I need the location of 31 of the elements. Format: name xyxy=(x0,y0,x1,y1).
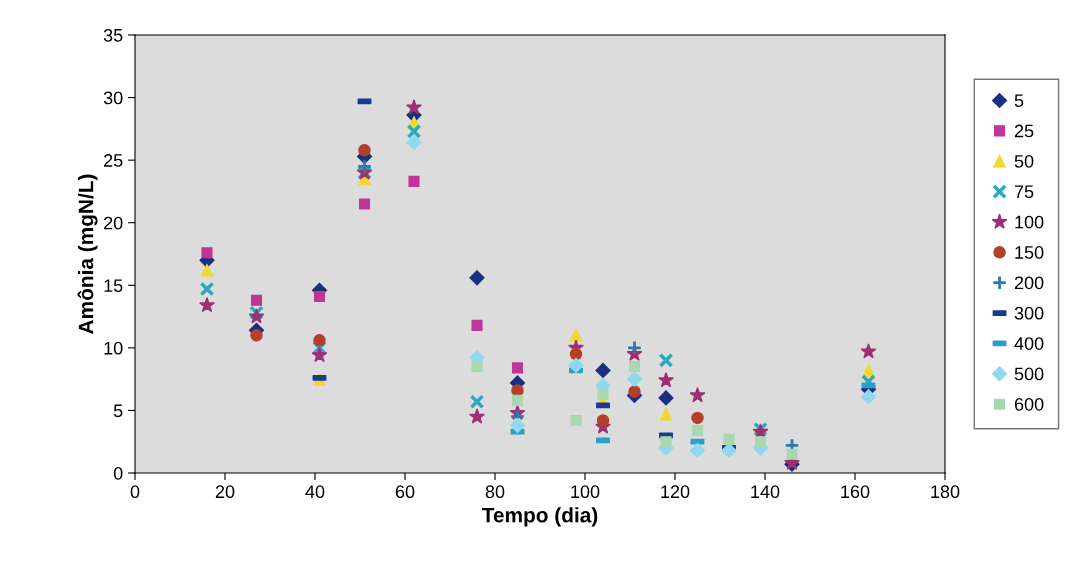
x-axis-title: Tempo (dia) xyxy=(481,507,598,527)
legend-label: 5 xyxy=(1014,94,1024,107)
y-tick-label: 0 xyxy=(113,466,123,480)
y-tick-label: 30 xyxy=(103,91,123,105)
y-tick-label: 15 xyxy=(104,279,123,293)
x-tick-label: 20 xyxy=(215,485,235,499)
legend-label: 150 xyxy=(1015,246,1044,259)
x-tick-label: 120 xyxy=(661,485,690,499)
y-axis-title: Amônia (mgN/L) xyxy=(77,174,98,334)
x-tick-label: 0 xyxy=(130,485,140,499)
legend-label: 25 xyxy=(1014,124,1034,138)
x-tick-label: 80 xyxy=(485,485,505,499)
legend-label: 300 xyxy=(1014,306,1044,320)
legend-label: 100 xyxy=(1015,215,1044,229)
y-tick-label: 20 xyxy=(104,216,123,230)
x-tick-label: 40 xyxy=(305,485,325,499)
y-tick-label: 35 xyxy=(103,28,123,42)
legend-label: 500 xyxy=(1014,367,1044,381)
y-tick-label: 25 xyxy=(104,154,123,167)
legend-label: 200 xyxy=(1014,276,1044,290)
y-tick-label: 5 xyxy=(113,404,123,418)
legend-label: 50 xyxy=(1014,154,1034,168)
legend-label: 600 xyxy=(1014,397,1044,411)
legend-label: 75 xyxy=(1014,185,1034,199)
y-tick-label: 10 xyxy=(104,341,123,355)
x-tick-label: 180 xyxy=(931,485,960,499)
x-tick-label: 160 xyxy=(841,485,870,499)
x-tick-label: 100 xyxy=(571,485,600,499)
legend-label: 400 xyxy=(1014,337,1044,350)
x-tick-label: 60 xyxy=(395,485,415,499)
x-tick-label: 140 xyxy=(751,485,780,499)
